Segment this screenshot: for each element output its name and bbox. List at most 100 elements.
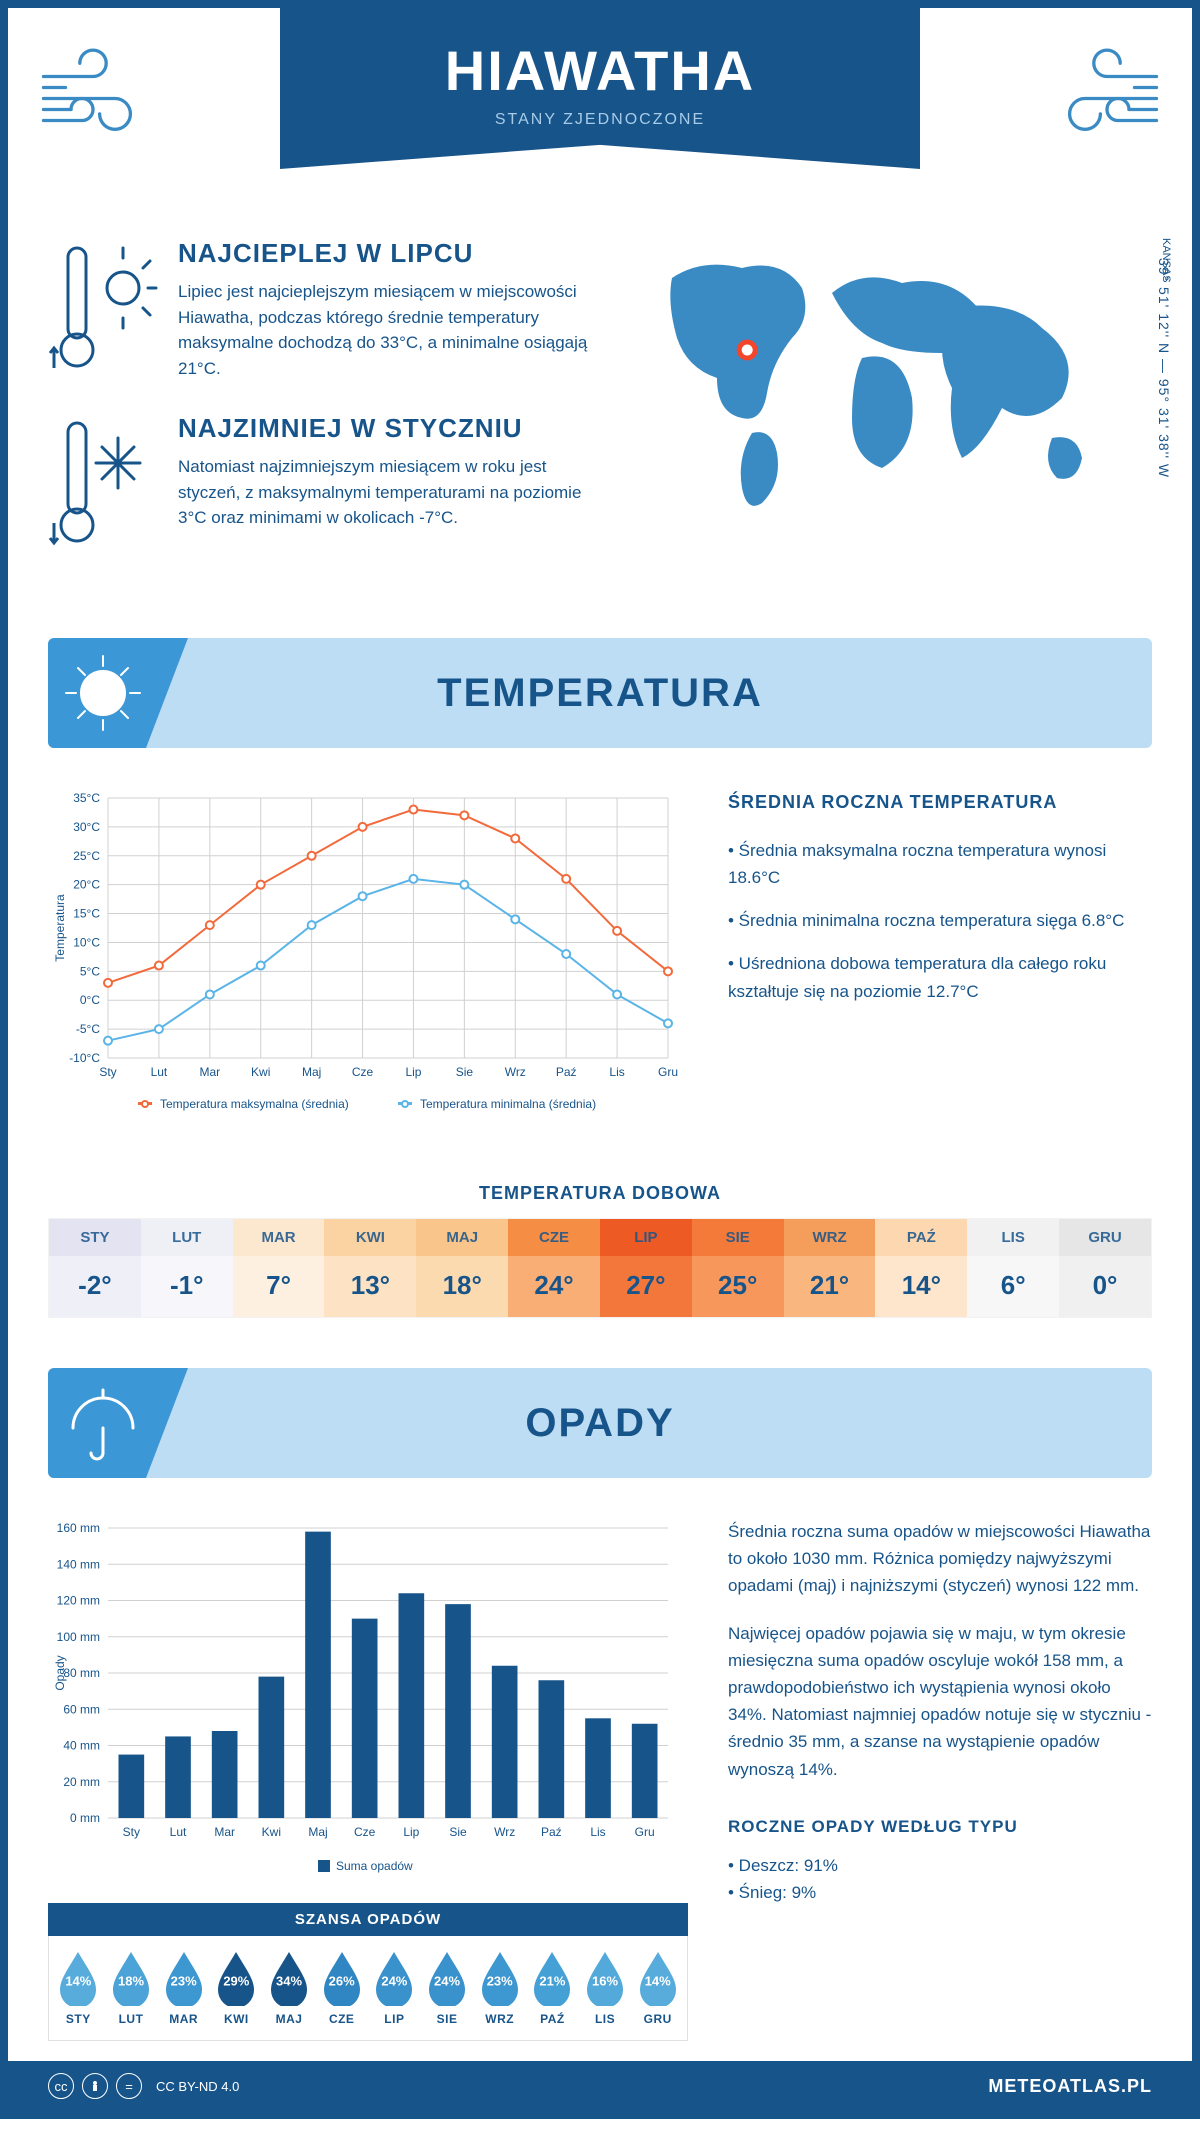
svg-text:Maj: Maj [308, 1825, 327, 1839]
svg-text:Lis: Lis [590, 1825, 605, 1839]
svg-text:Sty: Sty [123, 1825, 140, 1839]
daily-temp-cell: STY -2° [49, 1219, 141, 1317]
wind-icon-left [38, 38, 148, 148]
svg-text:40 mm: 40 mm [63, 1739, 100, 1753]
svg-text:140 mm: 140 mm [57, 1557, 100, 1571]
svg-text:100 mm: 100 mm [57, 1630, 100, 1644]
by-icon [82, 2073, 108, 2099]
chance-title: SZANSA OPADÓW [48, 1903, 688, 1936]
opady-type-title: ROCZNE OPADY WEDŁUG TYPU [728, 1813, 1152, 1840]
svg-text:Cze: Cze [352, 1065, 374, 1079]
temp-info-title: ŚREDNIA ROCZNA TEMPERATURA [728, 788, 1152, 817]
chance-drop: 18% LUT [108, 1950, 155, 2026]
svg-text:160 mm: 160 mm [57, 1521, 100, 1535]
daily-temp-cell: SIE 25° [692, 1219, 784, 1317]
svg-text:Wrz: Wrz [494, 1825, 515, 1839]
chance-drop: 29% KWI [213, 1950, 260, 2026]
chance-drop: 24% SIE [424, 1950, 471, 2026]
chance-drop: 26% CZE [318, 1950, 365, 2026]
daily-temp-cell: GRU 0° [1059, 1219, 1151, 1317]
temperature-line-chart: -10°C-5°C0°C5°C10°C15°C20°C25°C30°C35°CS… [48, 788, 688, 1133]
umbrella-icon [58, 1378, 148, 1473]
chance-drop: 34% MAJ [266, 1950, 313, 2026]
svg-text:Lut: Lut [170, 1825, 187, 1839]
svg-text:25°C: 25°C [73, 849, 100, 863]
header: HIAWATHA STANY ZJEDNOCZONE [8, 8, 1192, 208]
nd-icon: = [116, 2073, 142, 2099]
svg-text:Mar: Mar [214, 1825, 235, 1839]
chance-drop: 23% MAR [160, 1950, 207, 2026]
brand-label: METEOATLAS.PL [988, 2076, 1152, 2097]
daily-temp-cell: MAR 7° [233, 1219, 325, 1317]
coordinates: 39° 51' 12'' N — 95° 31' 38'' W [1156, 258, 1172, 478]
svg-text:10°C: 10°C [73, 935, 100, 949]
svg-text:-5°C: -5°C [76, 1022, 100, 1036]
daily-temp-table: STY -2° LUT -1° MAR 7° KWI 13° MAJ 18° C… [48, 1218, 1152, 1318]
chance-drop: 14% GRU [634, 1950, 681, 2026]
chance-drop: 14% STY [55, 1950, 102, 2026]
svg-text:Temperatura maksymalna (średni: Temperatura maksymalna (średnia) [160, 1097, 349, 1111]
fact-cold-text: Natomiast najzimniejszym miesiącem w rok… [178, 454, 592, 531]
opady-type-bullet: • Śnieg: 9% [728, 1879, 1152, 1906]
temp-bullet: • Uśredniona dobowa temperatura dla całe… [728, 950, 1152, 1004]
temperature-title: TEMPERATURA [48, 671, 1152, 716]
chance-drop: 24% LIP [371, 1950, 418, 2026]
svg-text:80 mm: 80 mm [63, 1666, 100, 1680]
chance-drop: 23% WRZ [476, 1950, 523, 2026]
opady-type-bullet: • Deszcz: 91% [728, 1852, 1152, 1879]
svg-text:Maj: Maj [302, 1065, 321, 1079]
svg-text:20 mm: 20 mm [63, 1775, 100, 1789]
daily-temp-cell: LIP 27° [600, 1219, 692, 1317]
footer: cc = CC BY-ND 4.0 METEOATLAS.PL [8, 2061, 1192, 2111]
svg-text:Sty: Sty [99, 1065, 116, 1079]
city-title: HIAWATHA [320, 38, 880, 103]
precipitation-summary: Średnia roczna suma opadów w miejscowośc… [728, 1518, 1152, 2041]
svg-text:Lip: Lip [405, 1065, 421, 1079]
svg-text:Kwi: Kwi [262, 1825, 281, 1839]
svg-text:Kwi: Kwi [251, 1065, 270, 1079]
chance-drop: 21% PAŹ [529, 1950, 576, 2026]
precipitation-chance-box: SZANSA OPADÓW 14% STY 18% LUT 23% MAR [48, 1903, 688, 2041]
title-banner: HIAWATHA STANY ZJEDNOCZONE [280, 8, 920, 169]
svg-text:Mar: Mar [199, 1065, 220, 1079]
daily-temp-cell: CZE 24° [508, 1219, 600, 1317]
svg-text:Gru: Gru [635, 1825, 655, 1839]
svg-text:Suma opadów: Suma opadów [336, 1859, 413, 1873]
fact-hot-text: Lipiec jest najcieplejszym miesiącem w m… [178, 279, 592, 381]
svg-text:Sie: Sie [456, 1065, 474, 1079]
daily-temp-cell: KWI 13° [324, 1219, 416, 1317]
svg-text:Sie: Sie [449, 1825, 467, 1839]
svg-text:30°C: 30°C [73, 820, 100, 834]
svg-text:Paź: Paź [541, 1825, 562, 1839]
daily-temp-cell: LUT -1° [141, 1219, 233, 1317]
daily-temp-title: TEMPERATURA DOBOWA [8, 1183, 1192, 1204]
thermometer-sun-icon [48, 238, 158, 383]
precipitation-title: OPADY [48, 1401, 1152, 1446]
location-marker [739, 342, 755, 358]
temperature-summary: ŚREDNIA ROCZNA TEMPERATURA • Średnia mak… [728, 788, 1152, 1133]
fact-hottest: NAJCIEPLEJ W LIPCU Lipiec jest najcieple… [48, 238, 592, 383]
daily-temp-cell: MAJ 18° [416, 1219, 508, 1317]
opady-para-1: Średnia roczna suma opadów w miejscowośc… [728, 1518, 1152, 1600]
svg-text:Temperatura minimalna (średnia: Temperatura minimalna (średnia) [420, 1097, 596, 1111]
fact-cold-title: NAJZIMNIEJ W STYCZNIU [178, 413, 592, 444]
svg-text:Opady: Opady [53, 1655, 67, 1690]
daily-temp-cell: LIS 6° [967, 1219, 1059, 1317]
country-subtitle: STANY ZJEDNOCZONE [320, 111, 880, 129]
thermometer-snow-icon [48, 413, 158, 558]
wind-icon-right [1052, 38, 1162, 148]
svg-text:0 mm: 0 mm [70, 1811, 100, 1825]
section-header-temperature: TEMPERATURA [48, 638, 1152, 748]
section-header-precipitation: OPADY [48, 1368, 1152, 1478]
svg-text:120 mm: 120 mm [57, 1594, 100, 1608]
fact-hot-title: NAJCIEPLEJ W LIPCU [178, 238, 592, 269]
precipitation-bar-chart: 0 mm20 mm40 mm60 mm80 mm100 mm120 mm140 … [48, 1518, 688, 1883]
svg-text:-10°C: -10°C [69, 1051, 100, 1065]
world-map [632, 238, 1112, 518]
svg-text:Paź: Paź [556, 1065, 577, 1079]
fact-coldest: NAJZIMNIEJ W STYCZNIU Natomiast najzimni… [48, 413, 592, 558]
svg-text:Lis: Lis [609, 1065, 624, 1079]
chance-drop: 16% LIS [582, 1950, 629, 2026]
daily-temp-cell: WRZ 21° [784, 1219, 876, 1317]
svg-text:0°C: 0°C [80, 993, 100, 1007]
